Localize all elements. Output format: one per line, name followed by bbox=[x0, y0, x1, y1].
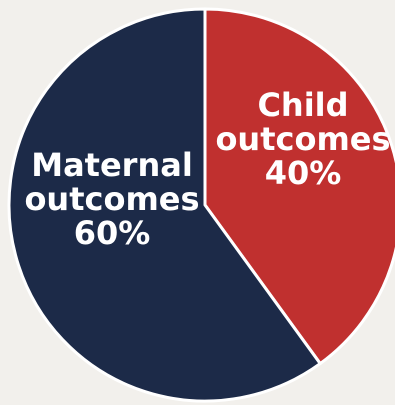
pie-label-maternal: Maternal outcomes 60% bbox=[24, 146, 199, 252]
pie-label-line: Maternal bbox=[31, 146, 193, 184]
pie-label-child: Child outcomes 40% bbox=[215, 86, 390, 192]
pie-slices bbox=[7, 7, 395, 403]
pie-slice-maternal bbox=[7, 7, 322, 403]
pie-label-line: Child bbox=[257, 86, 348, 124]
pie-labels: Child outcomes 40%Maternal outcomes 60% bbox=[24, 86, 390, 252]
pie-label-line: outcomes bbox=[24, 180, 199, 218]
pie-label-line: outcomes bbox=[215, 120, 390, 158]
pie-slice-child bbox=[203, 7, 395, 366]
pie-label-line: 60% bbox=[74, 214, 151, 252]
pie-label-line: 40% bbox=[265, 154, 342, 192]
